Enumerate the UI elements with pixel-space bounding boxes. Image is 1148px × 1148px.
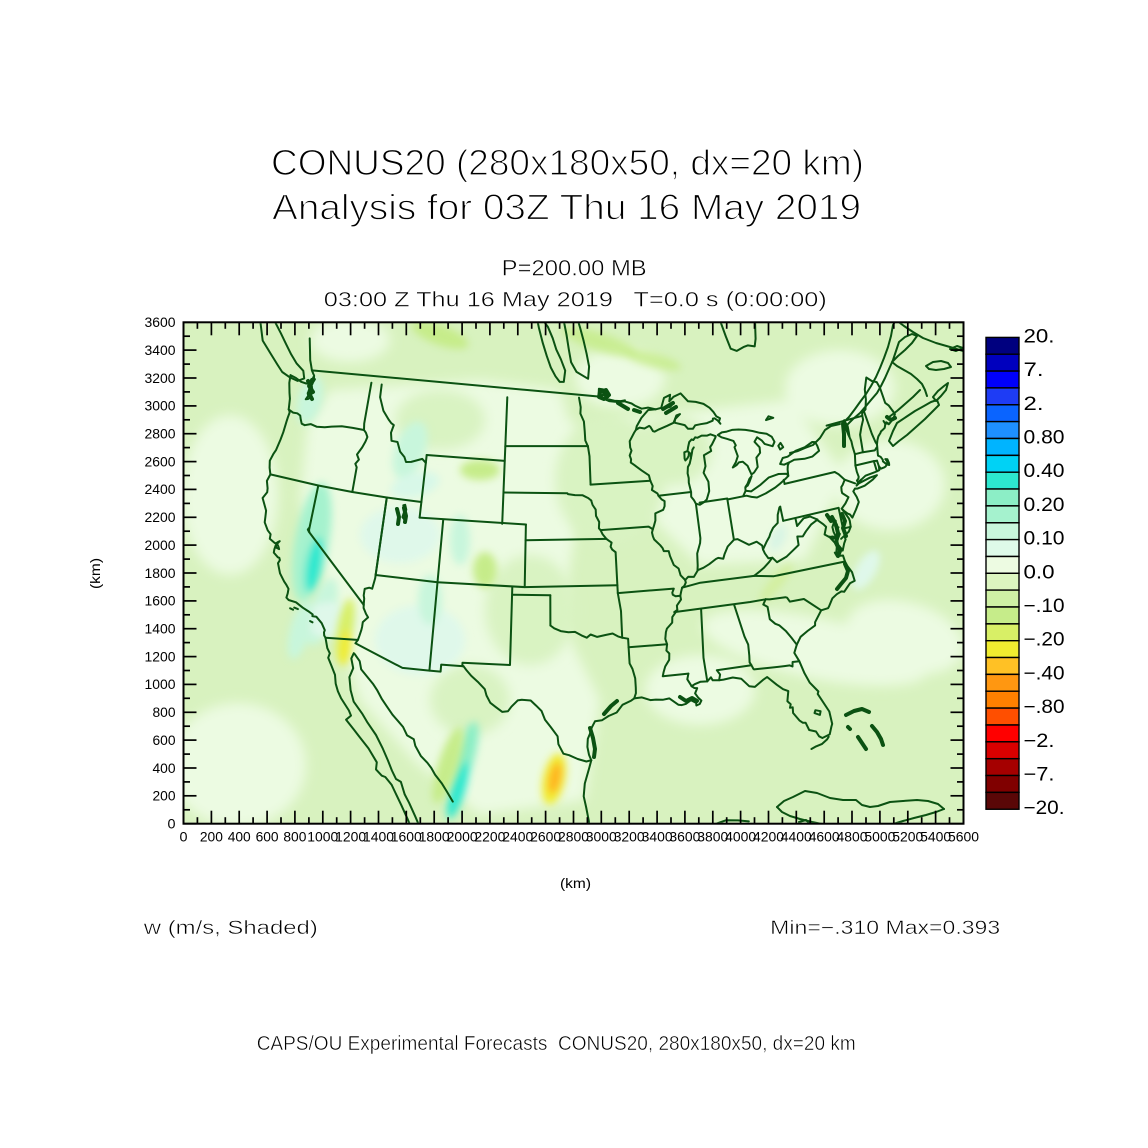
svg-text:5400: 5400 [920, 829, 951, 845]
svg-text:400: 400 [228, 829, 251, 845]
svg-text:−20.: −20. [1024, 798, 1065, 819]
svg-text:0.0: 0.0 [1024, 562, 1055, 583]
svg-text:−.40: −.40 [1024, 663, 1065, 684]
svg-text:1200: 1200 [335, 829, 366, 845]
svg-text:3200: 3200 [145, 370, 176, 386]
svg-text:5600: 5600 [948, 829, 979, 845]
svg-text:7.: 7. [1024, 360, 1044, 381]
svg-text:CAPS/OU Experimental Forecasts: CAPS/OU Experimental Forecasts CONUS20, … [257, 1033, 856, 1055]
svg-text:Analysis for 03Z Thu 16 May 20: Analysis for 03Z Thu 16 May 2019 [272, 187, 861, 228]
svg-text:600: 600 [153, 732, 176, 748]
svg-text:400: 400 [153, 760, 176, 776]
svg-text:3400: 3400 [642, 829, 673, 845]
svg-text:2800: 2800 [558, 829, 589, 845]
svg-text:1800: 1800 [145, 565, 176, 581]
svg-text:−7.: −7. [1024, 765, 1055, 786]
svg-text:3600: 3600 [145, 314, 176, 330]
svg-text:3200: 3200 [614, 829, 645, 845]
svg-text:0.80: 0.80 [1024, 428, 1065, 449]
svg-text:1200: 1200 [145, 648, 176, 664]
svg-text:3000: 3000 [586, 829, 617, 845]
svg-text:1000: 1000 [145, 676, 176, 692]
svg-text:1400: 1400 [363, 829, 394, 845]
svg-text:0.40: 0.40 [1024, 461, 1065, 482]
svg-text:2.: 2. [1024, 394, 1044, 415]
svg-text:800: 800 [283, 829, 306, 845]
svg-text:3600: 3600 [669, 829, 700, 845]
svg-text:0.20: 0.20 [1024, 495, 1065, 516]
svg-text:−.10: −.10 [1024, 596, 1065, 617]
svg-text:3000: 3000 [145, 398, 176, 414]
svg-text:CONUS20 (280x180x50, dx=20 km): CONUS20 (280x180x50, dx=20 km) [271, 142, 864, 183]
svg-text:200: 200 [200, 829, 223, 845]
svg-text:200: 200 [153, 788, 176, 804]
svg-text:Min=−.310 Max=0.393: Min=−.310 Max=0.393 [770, 917, 1000, 939]
svg-text:−.20: −.20 [1024, 630, 1065, 651]
svg-text:2600: 2600 [145, 453, 176, 469]
svg-text:2400: 2400 [502, 829, 533, 845]
svg-text:3400: 3400 [145, 342, 176, 358]
svg-text:2400: 2400 [145, 481, 176, 497]
svg-text:2600: 2600 [530, 829, 561, 845]
svg-text:2200: 2200 [145, 509, 176, 525]
svg-text:1600: 1600 [145, 593, 176, 609]
svg-text:1800: 1800 [419, 829, 450, 845]
svg-text:−2.: −2. [1024, 731, 1055, 752]
svg-text:4400: 4400 [781, 829, 812, 845]
svg-text:5000: 5000 [864, 829, 895, 845]
svg-text:0: 0 [168, 816, 176, 832]
svg-text:1400: 1400 [145, 621, 176, 637]
svg-text:600: 600 [256, 829, 279, 845]
svg-text:4600: 4600 [809, 829, 840, 845]
svg-text:5200: 5200 [892, 829, 923, 845]
svg-text:4200: 4200 [753, 829, 784, 845]
svg-text:4000: 4000 [725, 829, 756, 845]
svg-text:0.10: 0.10 [1024, 529, 1065, 550]
svg-text:P=200.00 MB: P=200.00 MB [502, 256, 647, 281]
svg-text:2000: 2000 [447, 829, 478, 845]
svg-text:0: 0 [180, 829, 188, 845]
svg-text:w (m/s, Shaded): w (m/s, Shaded) [143, 917, 318, 939]
svg-text:2000: 2000 [145, 537, 176, 553]
svg-text:1600: 1600 [391, 829, 422, 845]
svg-text:2200: 2200 [474, 829, 505, 845]
svg-text:20.: 20. [1024, 326, 1055, 347]
svg-text:(km): (km) [560, 875, 591, 891]
svg-text:3800: 3800 [697, 829, 728, 845]
svg-text:800: 800 [153, 704, 176, 720]
svg-text:03:00 Z Thu 16 May 2019 T=0.: 03:00 Z Thu 16 May 2019 T=0.0 s (0:00:00… [324, 289, 827, 312]
svg-text:4800: 4800 [837, 829, 868, 845]
svg-text:1000: 1000 [307, 829, 338, 845]
svg-text:2800: 2800 [145, 426, 176, 442]
svg-text:(km): (km) [87, 558, 103, 589]
svg-text:−.80: −.80 [1024, 697, 1065, 718]
